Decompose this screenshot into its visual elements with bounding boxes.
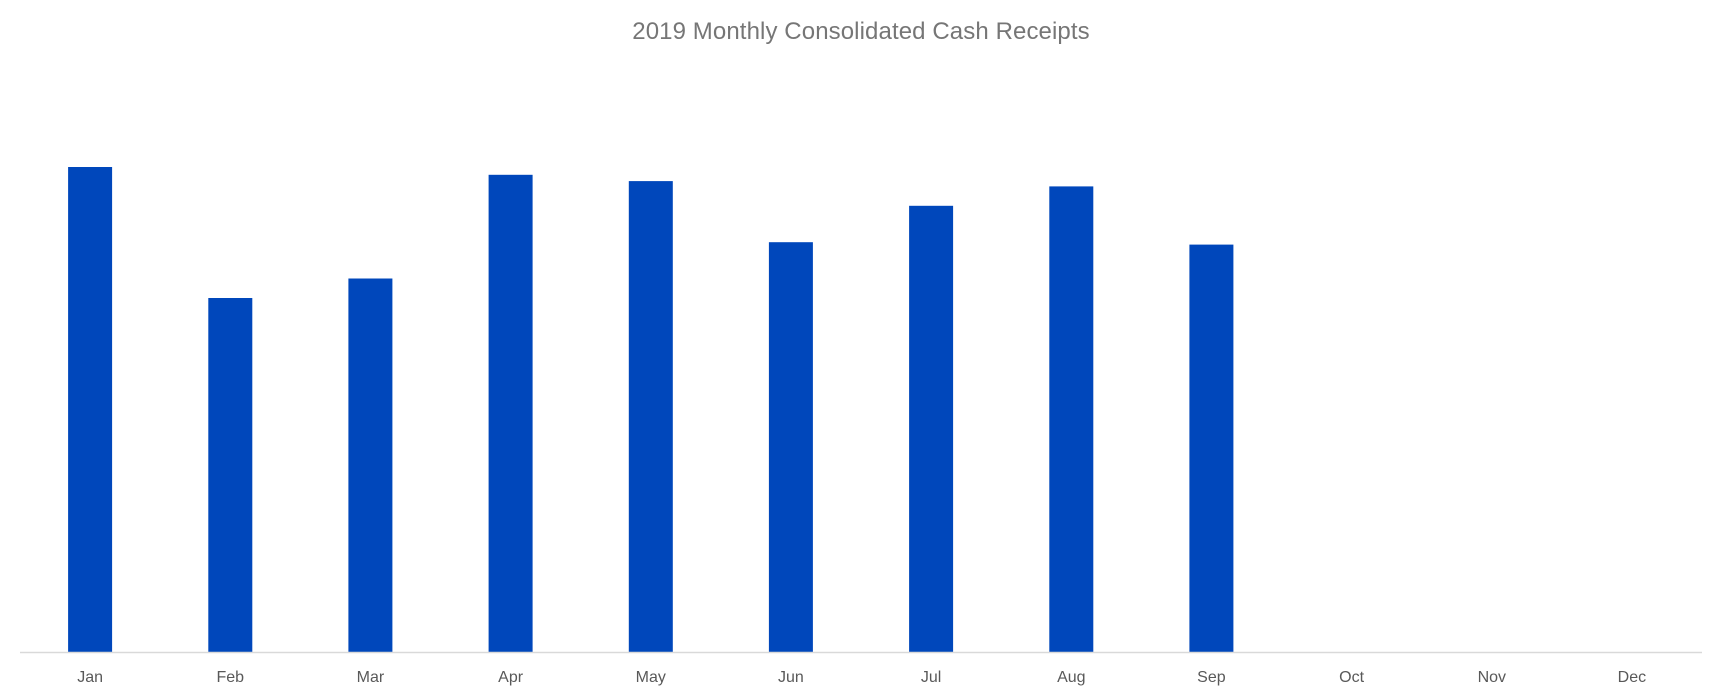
bar-jun bbox=[768, 242, 813, 652]
x-tick-label: Jul bbox=[921, 669, 941, 686]
x-tick-label: Oct bbox=[1339, 669, 1364, 686]
bar-apr bbox=[488, 174, 533, 653]
bar-mar bbox=[348, 278, 393, 652]
x-tick-label: Jan bbox=[77, 669, 103, 686]
x-tick-label: Dec bbox=[1618, 669, 1646, 686]
x-tick-label: Jun bbox=[778, 669, 804, 686]
x-tick-label: Apr bbox=[498, 669, 524, 686]
bar-jul bbox=[909, 205, 954, 653]
bar-sep bbox=[1189, 244, 1234, 652]
x-tick-label: Nov bbox=[1478, 669, 1506, 686]
x-tick-label: Sep bbox=[1197, 669, 1226, 686]
bar-feb bbox=[208, 298, 253, 652]
bar-jan bbox=[68, 167, 113, 652]
x-tick-label: Feb bbox=[217, 669, 245, 686]
bar-aug bbox=[1049, 186, 1094, 652]
x-tick-label: Mar bbox=[357, 669, 385, 686]
x-tick-label: Aug bbox=[1057, 669, 1085, 686]
bar-may bbox=[628, 181, 673, 652]
chart-title: 2019 Monthly Consolidated Cash Receipts bbox=[632, 18, 1090, 45]
x-tick-label: May bbox=[636, 669, 666, 686]
